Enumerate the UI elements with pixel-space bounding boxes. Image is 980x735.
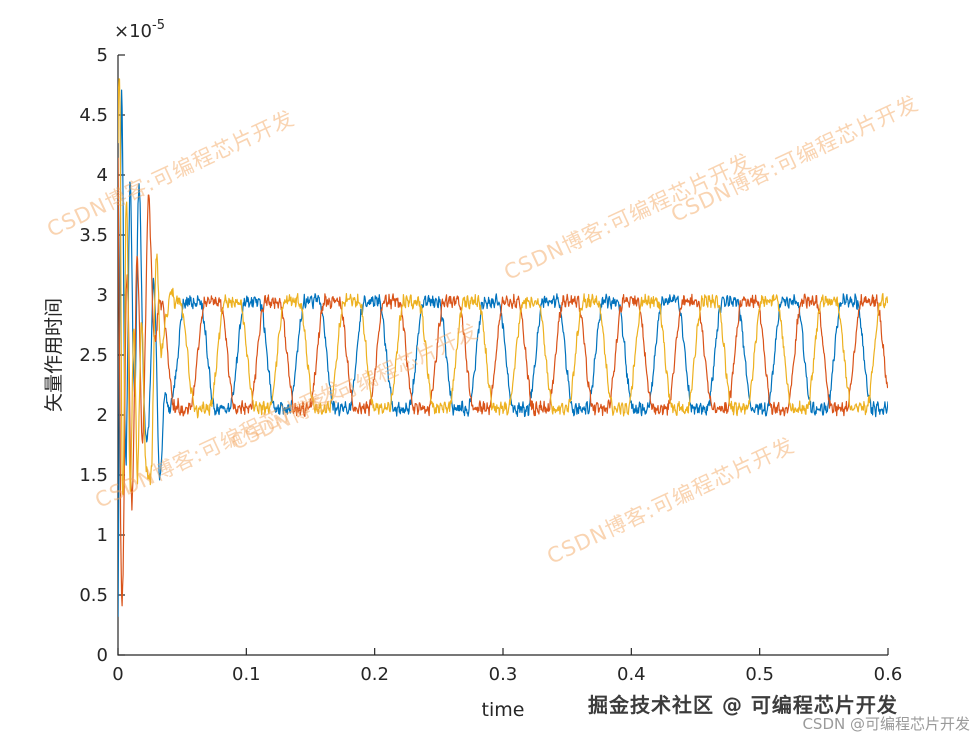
y-tick-label: 3.5 [79,225,108,246]
y-tick-label: 3 [97,285,108,306]
x-tick-label: 0.3 [489,664,518,685]
x-tick-label: 0 [112,664,123,685]
y-axis-label: 矢量作用时间 [43,298,65,412]
y-tick-label: 0 [97,645,108,666]
x-tick-label: 0.5 [745,664,774,685]
y-tick-label: 1.5 [79,465,108,486]
series-line-phase-a-blue [118,89,888,617]
y-tick-label: 4.5 [79,105,108,126]
y-tick-label: 2 [97,405,108,426]
y-tick-label: 1 [97,525,108,546]
series-line-phase-c-yellow [118,78,888,496]
x-tick-label: 0.4 [617,664,646,685]
series-line-phase-b-orange [118,157,888,607]
x-tick-label: 0.1 [232,664,261,685]
juejin-credit: 掘金技术社区 @ 可编程芯片开发 [588,693,898,717]
y-tick-label: 2.5 [79,345,108,366]
y-tick-label: 5 [97,45,108,66]
csdn-credit: CSDN @可编程芯片开发 [802,715,970,733]
y-tick-label: 0.5 [79,585,108,606]
x-tick-label: 0.6 [874,664,903,685]
y-exponent-label: ×10-5 [114,18,165,42]
y-tick-label: 4 [97,165,108,186]
x-tick-label: 0.2 [360,664,389,685]
x-axis-label: time [482,699,525,721]
plot-series [118,78,888,617]
axes: 0 0.1 0.2 0.3 0.4 0.5 0.6 0 0.5 1 1.5 2 2.5 3 3.5 4 4.5 5 [79,45,902,685]
axis-spine [117,55,888,656]
